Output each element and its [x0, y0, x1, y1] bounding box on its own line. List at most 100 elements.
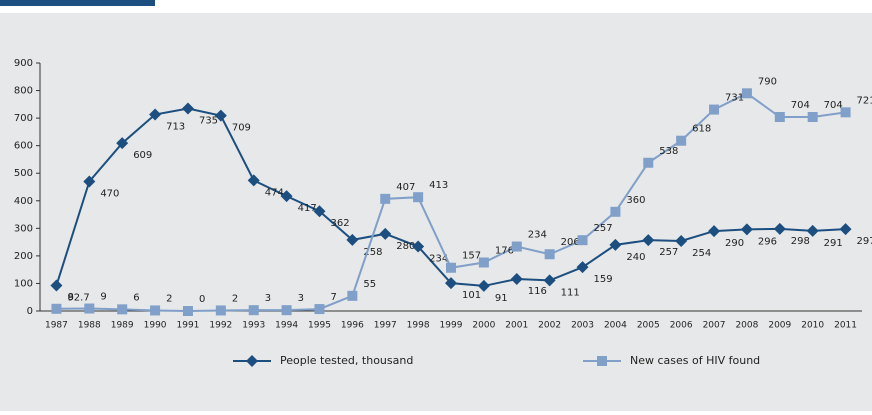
- data-label: 790: [758, 76, 777, 87]
- data-label: 176: [495, 246, 514, 257]
- data-label: 6: [133, 292, 139, 303]
- x-tick-label: 2007: [703, 321, 726, 331]
- point: [642, 234, 655, 247]
- data-label: 234: [429, 254, 448, 265]
- data-label: 731: [725, 93, 744, 104]
- data-label: 157: [462, 251, 481, 262]
- data-label: 234: [528, 230, 547, 241]
- point: [709, 104, 720, 115]
- point: [247, 174, 260, 187]
- data-label: 2: [166, 293, 172, 304]
- point: [346, 233, 359, 246]
- data-label: 240: [626, 252, 645, 263]
- x-tick-label: 1998: [407, 321, 430, 331]
- data-label: 280: [396, 241, 415, 252]
- x-tick-label: 2008: [735, 321, 758, 331]
- point: [314, 304, 325, 315]
- x-tick-label: 1987: [45, 321, 68, 331]
- data-label: 360: [626, 195, 645, 206]
- header-bar: [0, 0, 155, 6]
- x-tick-label: 2009: [768, 321, 791, 331]
- point: [610, 206, 621, 217]
- x-tick-label: 2010: [801, 321, 824, 331]
- data-label: 609: [133, 150, 152, 161]
- data-label: 0: [199, 294, 205, 305]
- x-tick-label: 2011: [834, 321, 857, 331]
- point: [280, 190, 293, 203]
- data-label: 290: [725, 238, 744, 249]
- point: [182, 306, 193, 316]
- point: [412, 240, 425, 253]
- data-label: 7: [330, 292, 336, 303]
- x-tick-label: 1989: [111, 321, 134, 331]
- legend-label: People tested, thousand: [280, 354, 413, 367]
- data-label: 474: [265, 187, 284, 198]
- x-tick-label: 2004: [604, 321, 627, 331]
- x-tick-label: 1988: [78, 321, 101, 331]
- point: [446, 262, 456, 273]
- x-tick-label: 2005: [637, 321, 660, 331]
- data-label: 101: [462, 290, 481, 301]
- y-tick-label: 0: [27, 306, 33, 317]
- data-label: 3: [265, 293, 271, 304]
- point: [84, 303, 95, 314]
- x-tick-label: 1992: [209, 321, 232, 331]
- data-label: 257: [659, 247, 678, 258]
- data-label: 159: [594, 274, 613, 285]
- y-tick-label: 700: [14, 113, 33, 124]
- point: [774, 112, 785, 123]
- data-label: 538: [659, 146, 678, 157]
- point: [50, 279, 63, 292]
- point: [510, 273, 523, 286]
- data-label: 704: [791, 100, 810, 111]
- x-tick-label: 1995: [308, 321, 331, 331]
- point: [577, 235, 588, 246]
- data-label: 713: [166, 122, 185, 133]
- data-label: 9: [100, 292, 106, 303]
- point: [149, 108, 162, 121]
- point: [445, 277, 457, 290]
- data-label: 291: [824, 238, 843, 249]
- data-label: 413: [429, 180, 448, 191]
- point: [215, 305, 226, 316]
- data-label: 709: [232, 123, 251, 134]
- point: [576, 261, 589, 274]
- point: [313, 205, 326, 218]
- point: [478, 257, 489, 268]
- point: [807, 112, 818, 123]
- point: [840, 107, 851, 118]
- data-label: 296: [758, 236, 777, 247]
- x-tick-label: 2000: [472, 321, 495, 331]
- data-label: 8: [67, 292, 73, 303]
- point: [609, 238, 622, 251]
- point: [544, 249, 555, 260]
- point: [741, 88, 752, 99]
- y-tick-label: 300: [14, 223, 33, 234]
- y-tick-label: 600: [14, 141, 33, 152]
- point: [676, 135, 687, 146]
- data-label: 297: [857, 236, 872, 247]
- point: [643, 157, 654, 168]
- x-tick-label: 1996: [341, 321, 364, 331]
- legend-label: New cases of HIV found: [630, 354, 760, 367]
- point: [117, 304, 128, 315]
- x-tick-label: 2002: [538, 321, 561, 331]
- legend-marker: [597, 356, 607, 366]
- x-tick-label: 1991: [177, 321, 200, 331]
- point: [347, 290, 358, 301]
- x-tick-label: 1993: [242, 321, 265, 331]
- x-tick-label: 1999: [440, 321, 463, 331]
- x-tick-label: 2006: [670, 321, 693, 331]
- point: [181, 102, 194, 115]
- point: [477, 279, 490, 292]
- data-label: 91: [495, 293, 508, 304]
- point: [51, 303, 62, 314]
- data-label: 704: [824, 100, 843, 111]
- data-label: 111: [561, 287, 580, 298]
- point: [773, 222, 786, 235]
- y-tick-label: 900: [14, 58, 33, 69]
- data-label: 417: [298, 203, 317, 214]
- data-label: 55: [363, 279, 376, 290]
- data-label: 735: [199, 115, 218, 126]
- data-label: 3: [298, 293, 304, 304]
